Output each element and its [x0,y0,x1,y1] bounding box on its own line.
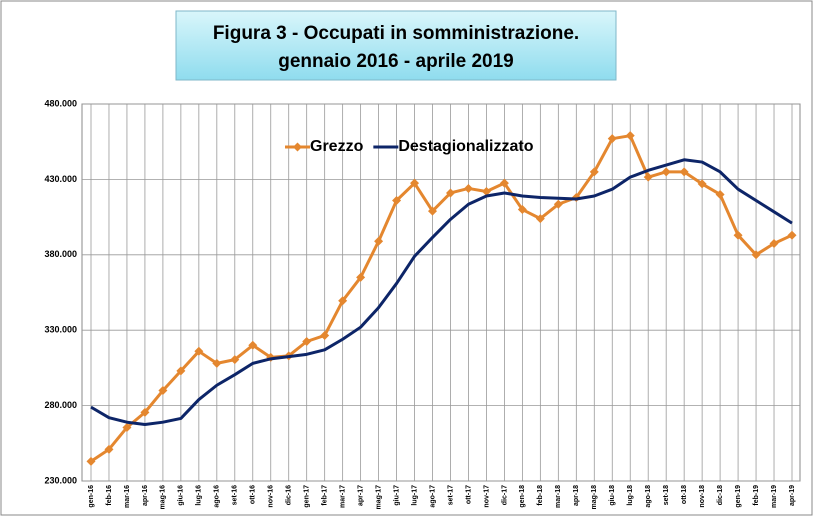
x-tick-label: ott-16 [250,485,257,504]
legend-label: Destagionalizzato [398,138,533,155]
point-marker [86,456,96,466]
x-tick-label: dic-17 [501,485,508,505]
point-marker [553,199,563,209]
x-tick-label: ago-17 [429,485,436,508]
legend-label: Grezzo [310,138,364,155]
x-tick-label: mag-16 [160,485,167,510]
x-tick-label: lug-18 [627,485,634,506]
point-marker [499,178,509,188]
point-marker [445,188,455,198]
x-tick-label: lug-16 [196,485,203,506]
x-tick-label: gen-19 [735,485,742,508]
x-tick-label: nov-17 [483,485,490,508]
x-tick-label: mar-17 [339,485,346,508]
series-line [90,134,793,463]
point-marker [517,205,527,215]
x-tick-label: apr-18 [573,485,580,506]
point-marker [374,236,384,246]
x-tick-label: mag-17 [375,485,382,510]
x-tick-label: feb-19 [753,485,760,506]
point-marker [392,196,402,206]
point-marker [410,178,420,188]
x-tick-label: apr-16 [142,485,149,506]
point-marker [661,167,671,177]
point-marker [787,230,797,240]
point-marker [481,186,491,196]
y-tick-label: 230.000 [44,475,77,485]
point-marker [769,238,779,248]
point-marker [643,172,653,182]
point-marker [158,386,168,396]
point-marker [176,366,186,376]
point-marker [338,296,348,306]
point-marker [715,189,725,199]
x-tick-label: gen-16 [88,485,95,508]
point-marker [140,407,150,417]
point-marker [428,206,438,216]
point-marker [320,330,330,340]
x-tick-label: ott-17 [465,485,472,504]
x-tick-label: gen-18 [519,485,526,508]
point-marker [302,337,312,347]
x-tick-label: nov-18 [699,485,706,508]
x-tick-label: giu-18 [609,485,616,506]
x-tick-label: dic-18 [717,485,724,505]
point-marker [194,346,204,356]
x-tick-label: apr-19 [789,485,796,506]
x-tick-label: feb-17 [322,485,329,506]
x-tick-label: mag-18 [591,485,598,510]
point-marker [697,179,707,189]
chart-title: Figura 3 - Occupati in somministrazione. [213,23,579,44]
point-marker [230,355,240,365]
x-tick-label: feb-18 [537,485,544,506]
x-tick-label: set-16 [232,485,239,505]
x-tick-label: ago-18 [645,485,652,508]
point-marker [625,131,635,141]
title-box [175,10,617,81]
y-tick-label: 480.000 [44,98,77,108]
y-tick-label: 430.000 [44,174,77,184]
point-marker [248,340,258,350]
point-marker [607,134,617,144]
y-tick-label: 330.000 [44,325,77,335]
x-tick-label: mar-16 [124,485,131,508]
x-tick-label: giu-16 [178,485,185,506]
x-tick-label: set-17 [447,485,454,505]
point-marker [733,230,743,240]
point-marker [104,444,114,454]
x-tick-label: mar-19 [771,485,778,508]
x-tick-label: ago-16 [214,485,221,508]
x-tick-label: dic-16 [286,485,293,505]
y-tick-label: 280.000 [44,400,77,410]
chart-subtitle: gennaio 2016 - aprile 2019 [278,51,514,72]
x-tick-label: lug-17 [411,485,418,506]
x-tick-label: nov-16 [268,485,275,508]
x-tick-label: apr-17 [357,485,364,506]
x-tick-label: gen-17 [304,485,311,508]
point-marker [679,167,689,177]
point-marker [589,167,599,177]
point-marker [356,272,366,282]
x-tick-label: set-18 [663,485,670,505]
x-tick-label: mar-18 [555,485,562,508]
point-marker [535,214,545,224]
x-tick-label: feb-16 [106,485,113,506]
series-line [90,158,793,426]
y-tick-label: 380.000 [44,249,77,259]
x-tick-label: ott-18 [681,485,688,504]
legend-marker [293,142,302,152]
point-marker [751,250,761,260]
x-tick-label: giu-17 [393,485,400,506]
point-marker [212,358,222,368]
point-marker [463,183,473,193]
point-marker [122,422,132,432]
